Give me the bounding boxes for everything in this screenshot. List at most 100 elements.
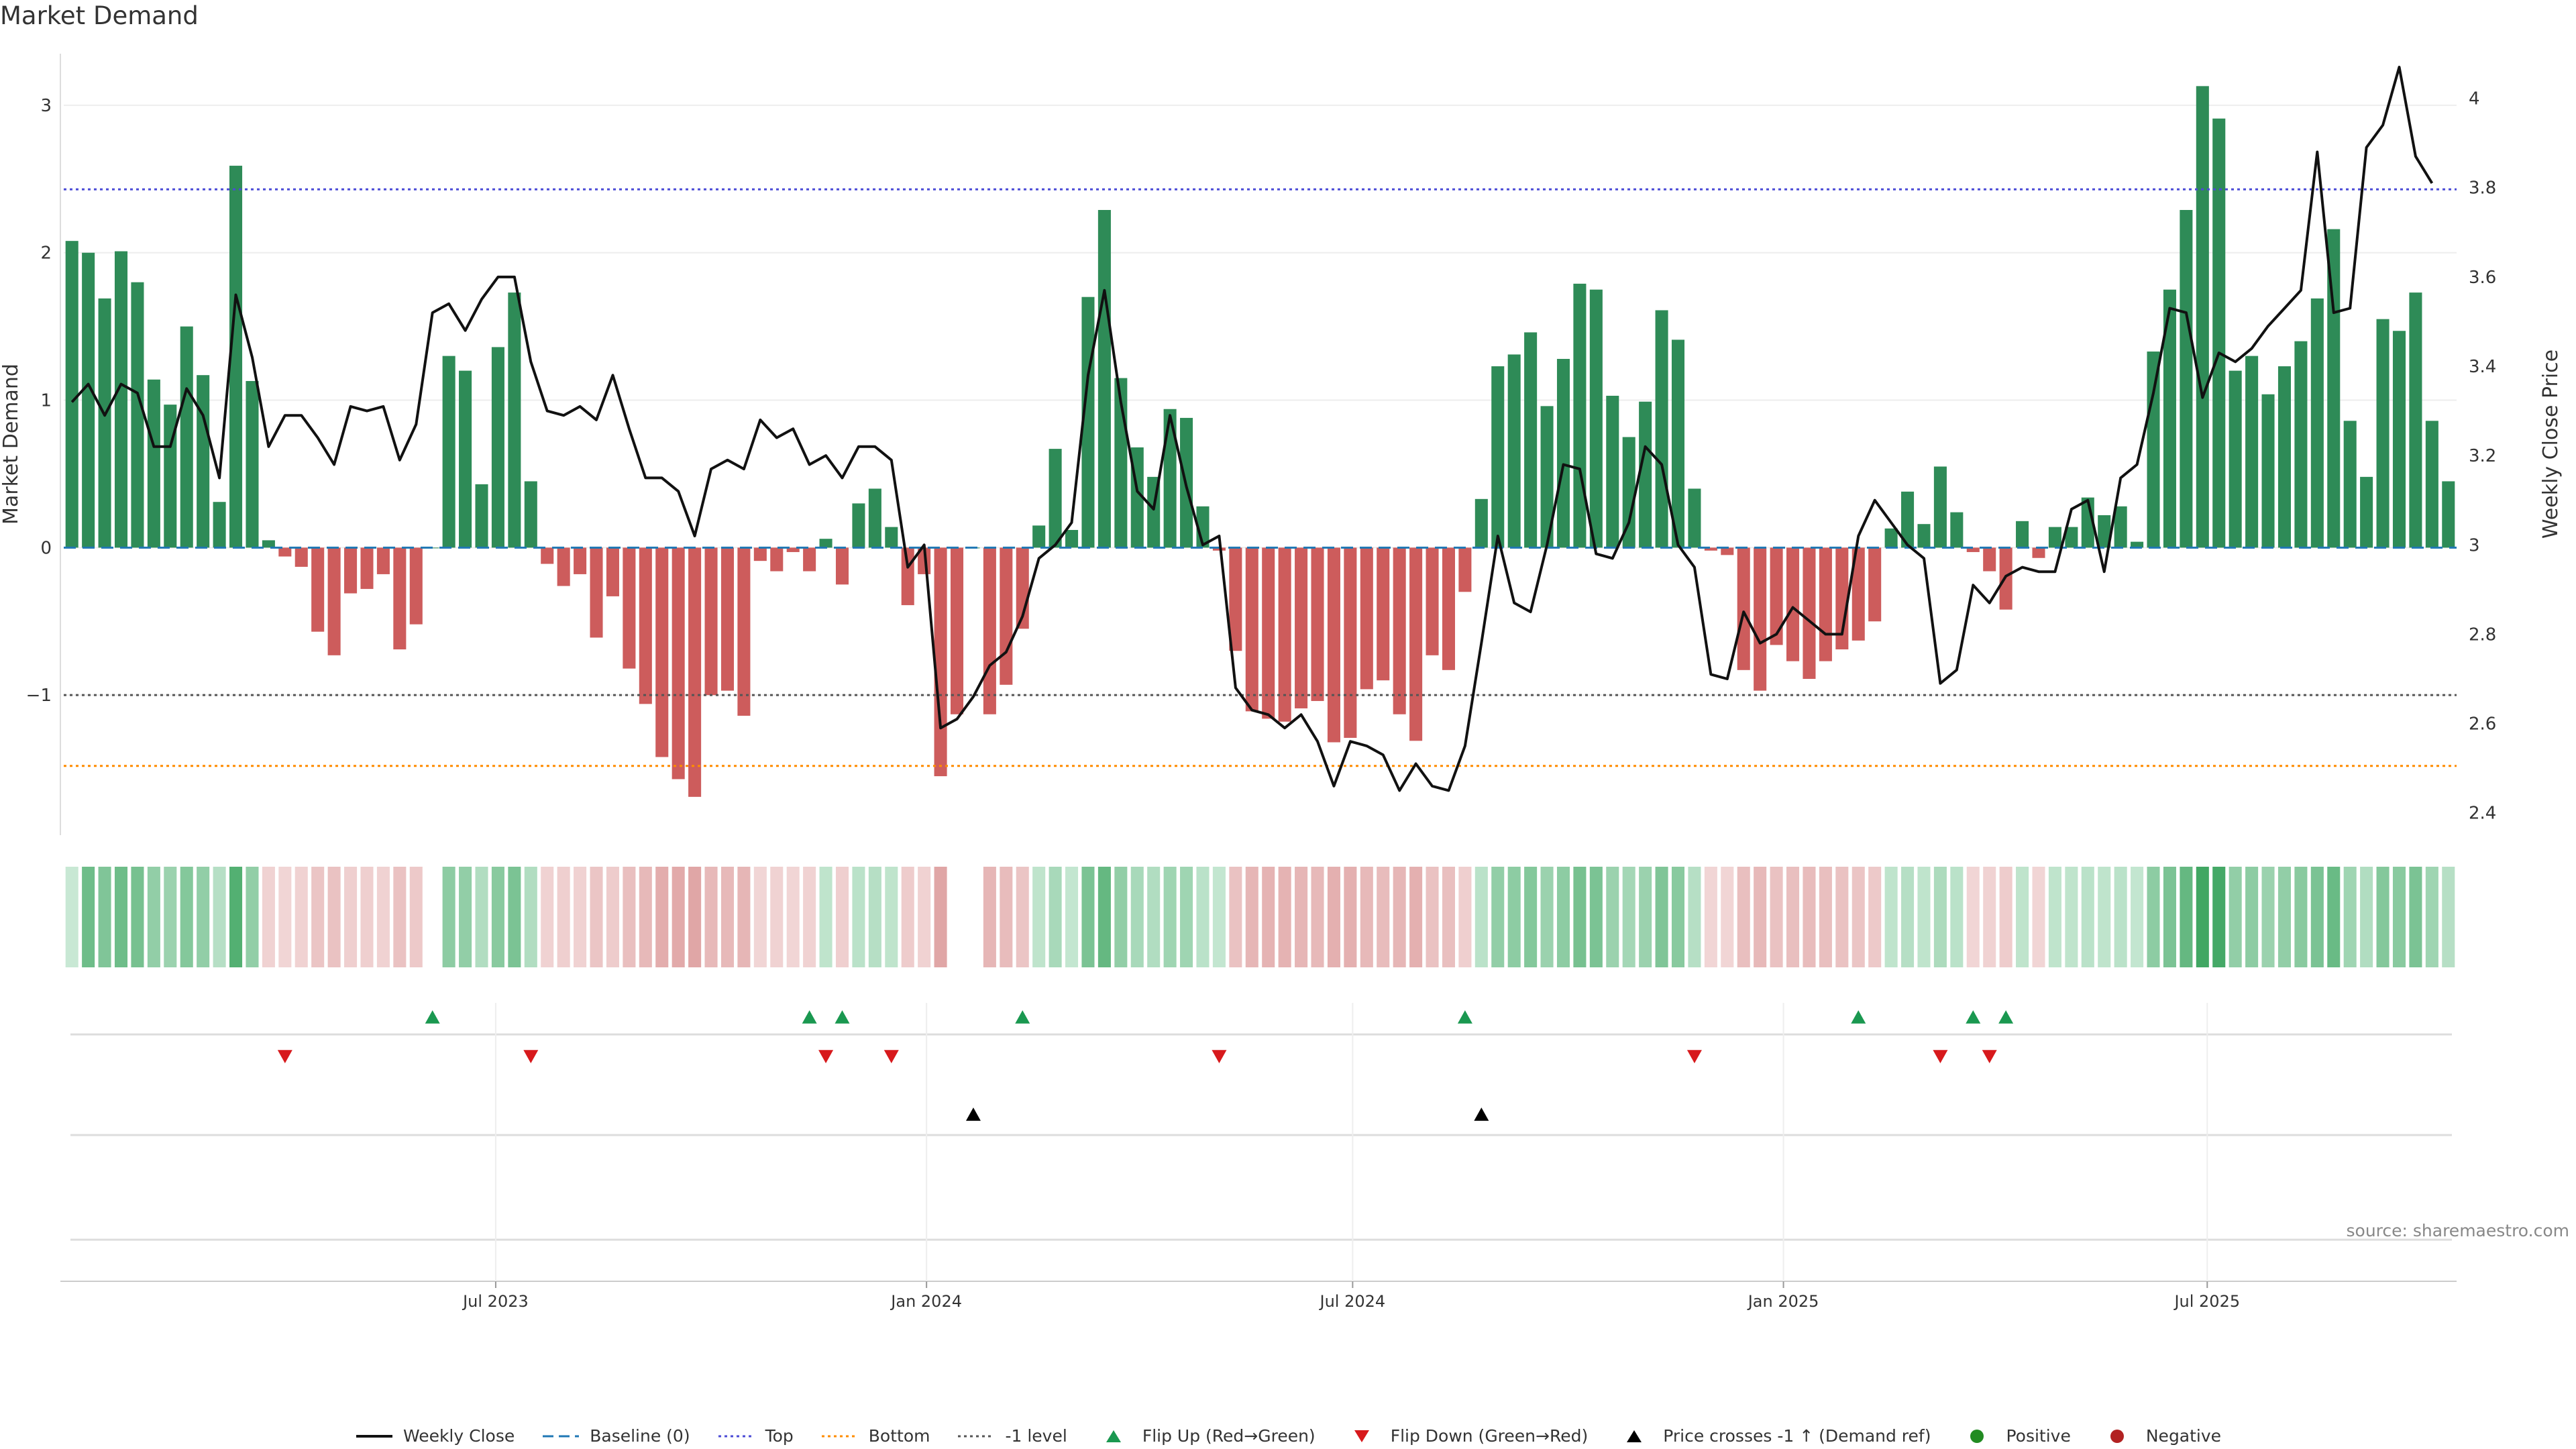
triangle-down-icon [1342, 1428, 1381, 1443]
heat-cell [934, 867, 947, 967]
heat-cell [524, 867, 537, 967]
demand-bar [491, 347, 504, 548]
heat-cell [1114, 867, 1128, 967]
heat-cell [835, 867, 849, 967]
flip-up-marker [835, 1010, 850, 1024]
heat-cell [2114, 867, 2127, 967]
heat-cell [164, 867, 177, 967]
heat-cell [2229, 867, 2242, 967]
demand-bar [1835, 547, 1849, 650]
heat-cell [1819, 867, 1832, 967]
demand-bar [1393, 547, 1406, 714]
demand-bar [1688, 488, 1701, 548]
y2-tick-label: 2.4 [2469, 804, 2496, 824]
demand-bar [590, 547, 603, 638]
demand-bar [131, 282, 144, 548]
heat-cell [1851, 867, 1865, 967]
heat-cell [1507, 867, 1521, 967]
flip-up-marker [1966, 1010, 1981, 1024]
heat-cell [294, 867, 308, 967]
y-axis-title: Market Demand [0, 364, 23, 525]
demand-bar [147, 379, 160, 548]
demand-bar [1573, 283, 1587, 548]
legend-label: Top [765, 1426, 794, 1446]
legend-item: -1 level [957, 1426, 1067, 1446]
demand-bar [803, 547, 816, 572]
demand-bar [114, 251, 128, 548]
heat-cell [246, 867, 259, 967]
heat-cell [852, 867, 865, 967]
heat-cell [114, 867, 128, 967]
demand-bar [786, 547, 800, 552]
y2-tick-label: 3.6 [2469, 268, 2496, 288]
demand-bar [950, 547, 964, 714]
demand-bar [1065, 529, 1079, 548]
demand-bar [934, 547, 947, 777]
demand-bar [1344, 547, 1357, 738]
demand-bar [1933, 466, 1947, 548]
heat-cell [2180, 867, 2193, 967]
legend-item: Bottom [820, 1426, 930, 1446]
demand-bar [1803, 547, 1816, 679]
dot-icon [1957, 1428, 1996, 1443]
heat-cell [1639, 867, 1652, 967]
demand-bar [164, 405, 177, 548]
demand-bar [1589, 289, 1603, 548]
heat-cell [1540, 867, 1554, 967]
x-tick-label: Jan 2024 [890, 1292, 962, 1311]
demand-bar [1377, 547, 1390, 681]
heat-cell [1688, 867, 1701, 967]
demand-bar [229, 166, 243, 548]
heat-cell [2032, 867, 2045, 967]
heat-cell [1409, 867, 1423, 967]
demand-bar [1884, 528, 1898, 548]
demand-bar [1655, 310, 1668, 548]
demand-bar [1540, 406, 1554, 548]
demand-bar [1754, 547, 1767, 691]
triangle-up-icon [1615, 1428, 1654, 1443]
demand-bar [508, 292, 521, 548]
demand-bar [2343, 421, 2357, 548]
demand-bar [2442, 481, 2455, 548]
demand-bar [1327, 547, 1340, 743]
heat-cell [1737, 867, 1750, 967]
legend-label: -1 level [1005, 1426, 1067, 1446]
demand-bar [1163, 409, 1177, 548]
x-tick-label: Jul 2025 [2173, 1292, 2240, 1311]
heat-cell [1327, 867, 1340, 967]
flip-up-marker [802, 1010, 817, 1024]
heat-cell [606, 867, 619, 967]
flip-down-marker [1982, 1050, 1997, 1063]
demand-bar [2180, 210, 2193, 548]
heat-cell [819, 867, 833, 967]
heat-cell [459, 867, 472, 967]
heat-cell [98, 867, 111, 967]
heat-cell [2048, 867, 2061, 967]
y-tick-label: 0 [40, 538, 52, 558]
heat-cell [1803, 867, 1816, 967]
heat-cell [1868, 867, 1882, 967]
flip-up-marker [1998, 1010, 2014, 1024]
heat-cell [1606, 867, 1619, 967]
demand-bar [2016, 521, 2029, 548]
demand-bar [360, 547, 374, 589]
demand-bar [1917, 524, 1931, 548]
legend-item: Weekly Close [355, 1426, 515, 1446]
legend-item: Negative [2098, 1426, 2221, 1446]
heat-cell [868, 867, 881, 967]
demand-bar [409, 547, 423, 625]
y2-tick-label: 3 [2469, 535, 2480, 555]
heat-cell [1180, 867, 1193, 967]
legend-label: Baseline (0) [590, 1426, 690, 1446]
heat-cell [1196, 867, 1210, 967]
demand-bar [2392, 331, 2406, 548]
heat-cell [557, 867, 570, 967]
demand-bar [1245, 547, 1258, 712]
demand-bar [2310, 298, 2324, 548]
demand-bar [1851, 547, 1865, 641]
demand-bar [344, 547, 358, 594]
heat-cell [704, 867, 718, 967]
heat-cell [1835, 867, 1849, 967]
heat-cell [1671, 867, 1685, 967]
heat-cell [1556, 867, 1570, 967]
